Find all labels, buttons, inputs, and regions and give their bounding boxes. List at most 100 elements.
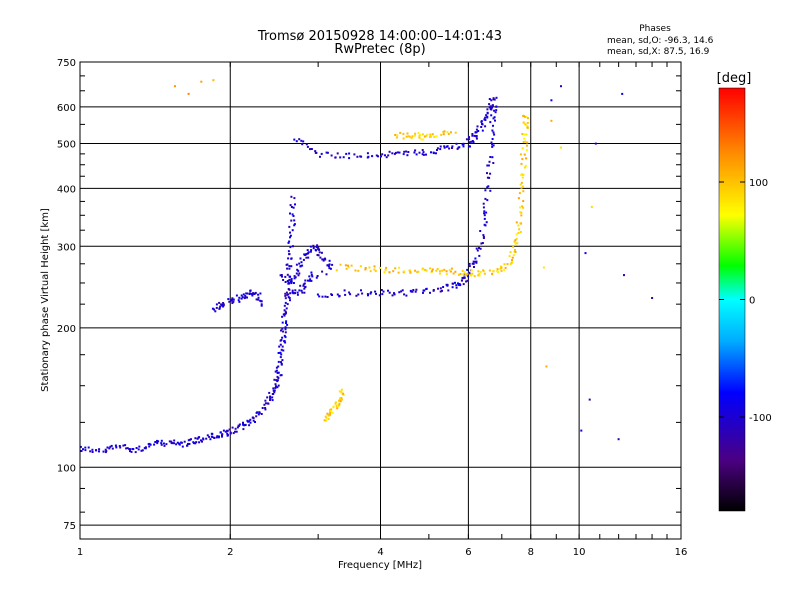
data-point	[288, 265, 291, 268]
data-point	[489, 121, 492, 124]
data-point	[479, 230, 482, 232]
data-point	[520, 162, 523, 165]
data-point	[124, 444, 127, 447]
data-point	[396, 136, 398, 139]
data-point	[303, 253, 306, 256]
data-point	[408, 269, 411, 272]
data-point	[231, 426, 234, 429]
data-point	[188, 443, 191, 445]
data-point	[281, 315, 284, 318]
data-point	[519, 206, 522, 209]
data-point	[388, 271, 391, 274]
colorbar-tick-label: 100	[749, 178, 768, 189]
data-point	[284, 310, 287, 313]
data-point	[493, 116, 496, 119]
data-point	[454, 270, 457, 273]
data-point	[282, 279, 285, 281]
data-point	[366, 152, 369, 155]
data-point	[282, 349, 285, 352]
data-point	[411, 290, 414, 293]
data-point	[335, 269, 338, 272]
data-point	[381, 153, 384, 156]
data-point	[431, 270, 433, 273]
data-point	[524, 140, 527, 143]
y-tick-label: 200	[57, 324, 76, 335]
data-point	[348, 291, 351, 294]
data-point	[224, 430, 227, 433]
data-point	[350, 264, 353, 267]
data-point	[443, 145, 446, 148]
data-point	[511, 256, 514, 259]
data-point	[383, 271, 386, 274]
data-point	[380, 155, 382, 158]
data-point	[114, 444, 117, 447]
data-point	[430, 151, 432, 154]
data-point	[328, 259, 331, 262]
data-point	[154, 441, 157, 443]
data-point	[338, 403, 341, 406]
data-point	[522, 173, 525, 176]
data-point	[425, 134, 428, 137]
grid-lines	[79, 61, 682, 539]
data-point	[462, 143, 465, 146]
data-point	[418, 151, 421, 154]
data-point	[302, 284, 305, 287]
data-point	[408, 135, 411, 138]
data-point	[334, 156, 337, 159]
data-point	[175, 443, 178, 446]
data-point	[268, 391, 271, 394]
data-point	[435, 269, 438, 272]
data-point	[238, 423, 241, 426]
data-point	[315, 276, 318, 279]
data-point	[288, 288, 291, 291]
data-point	[292, 206, 295, 209]
data-point	[306, 279, 309, 282]
data-point	[394, 151, 397, 154]
data-point	[342, 394, 345, 396]
data-point	[312, 246, 315, 249]
data-point	[406, 132, 409, 135]
data-point	[476, 249, 479, 252]
data-point	[588, 398, 591, 401]
data-point	[188, 438, 191, 441]
data-point	[264, 408, 267, 411]
data-point	[288, 267, 291, 270]
data-point	[98, 448, 101, 451]
data-point	[479, 247, 482, 250]
data-point	[406, 154, 409, 157]
data-point	[519, 183, 522, 186]
data-point	[469, 145, 471, 148]
data-point	[289, 212, 291, 215]
data-point	[388, 150, 391, 153]
data-point	[523, 153, 526, 156]
data-point	[284, 275, 287, 278]
chart-title: Tromsø 20150928 14:00:00–14:01:43	[257, 29, 502, 44]
data-point	[514, 239, 517, 242]
data-point	[447, 289, 450, 292]
data-point	[195, 441, 198, 444]
data-point	[309, 278, 312, 281]
data-point	[550, 119, 553, 122]
data-point	[464, 274, 467, 277]
data-point	[293, 197, 296, 200]
data-point	[277, 352, 280, 354]
data-point	[488, 98, 491, 100]
data-point	[248, 293, 251, 295]
data-point	[149, 443, 152, 446]
data-point	[253, 293, 256, 295]
data-point	[340, 391, 343, 393]
data-point	[482, 234, 485, 237]
data-point	[328, 414, 331, 417]
data-point	[436, 149, 438, 151]
data-point	[491, 138, 494, 140]
data-point	[235, 294, 238, 297]
data-point	[387, 289, 389, 292]
data-point	[468, 262, 471, 265]
data-point	[289, 234, 292, 237]
data-point	[232, 432, 235, 435]
data-point	[417, 132, 420, 135]
data-point	[283, 304, 286, 307]
data-point	[289, 292, 292, 295]
data-point	[421, 153, 424, 156]
data-point	[287, 241, 290, 244]
